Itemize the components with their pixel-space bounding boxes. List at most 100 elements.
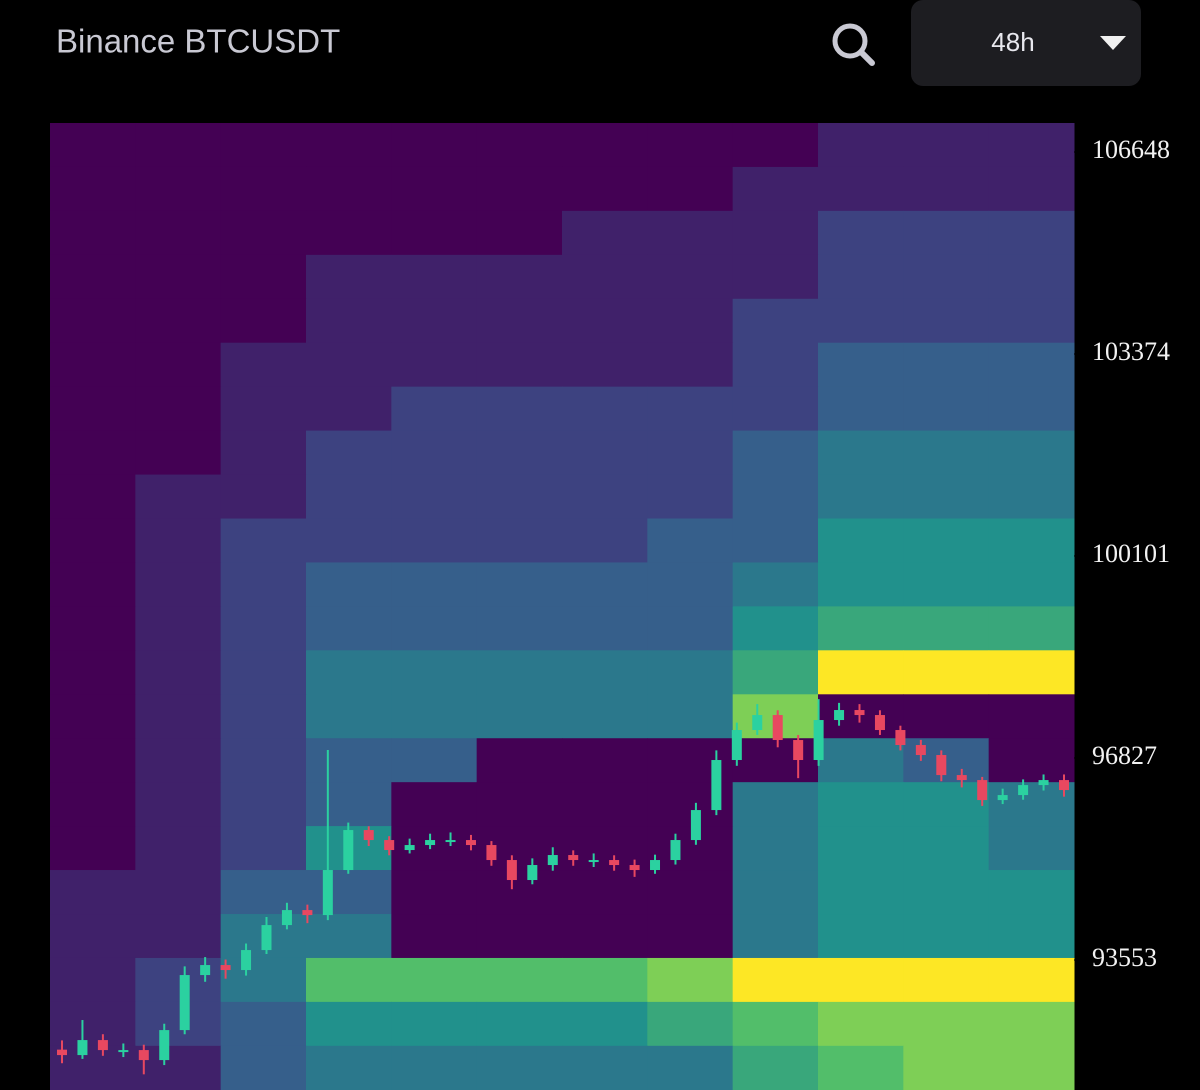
candle-body xyxy=(854,710,865,716)
heat-cell xyxy=(903,474,990,520)
y-tick-label: 96827 xyxy=(1092,741,1157,770)
heat-cell xyxy=(50,870,136,915)
heat-cell xyxy=(391,430,478,476)
heat-cell xyxy=(903,1045,990,1090)
heat-cell xyxy=(50,782,136,827)
heat-cell xyxy=(220,166,307,212)
heat-cell xyxy=(732,826,819,871)
heat-cell xyxy=(647,474,734,520)
heat-cell xyxy=(306,123,392,168)
heat-cell xyxy=(476,1001,563,1047)
heat-cell xyxy=(220,210,307,256)
heat-cell xyxy=(732,782,819,827)
heat-cell xyxy=(135,474,222,520)
heat-cell xyxy=(391,254,478,300)
heat-cell xyxy=(647,254,734,300)
heat-cell xyxy=(732,166,819,212)
heat-cell xyxy=(732,914,819,959)
heat-cell xyxy=(50,826,136,871)
heat-cell xyxy=(476,210,563,256)
heat-cell xyxy=(562,1045,648,1090)
heat-cell xyxy=(135,562,222,607)
heat-cell xyxy=(220,694,307,739)
heat-cell xyxy=(50,298,136,344)
candle-body xyxy=(363,830,374,841)
heat-cell xyxy=(476,738,563,783)
heat-cell xyxy=(476,430,563,476)
heat-cell xyxy=(562,870,648,915)
heat-cell xyxy=(988,298,1075,344)
heat-cell xyxy=(391,386,478,432)
heat-cell xyxy=(732,474,819,520)
candle-body xyxy=(200,965,211,976)
heat-cell xyxy=(220,386,307,432)
heat-cell xyxy=(50,123,136,168)
heat-cell xyxy=(732,298,819,344)
heat-cell xyxy=(50,738,136,783)
heat-cell xyxy=(476,606,563,651)
heat-cell xyxy=(220,650,307,695)
candle-body xyxy=(77,1040,88,1056)
heat-cell xyxy=(647,430,734,476)
heat-cell xyxy=(135,1045,222,1090)
heat-cell xyxy=(306,957,392,1003)
candle-body xyxy=(302,910,313,916)
heat-cell xyxy=(903,870,990,915)
heat-cell xyxy=(903,694,990,739)
heat-cell xyxy=(306,474,392,520)
heat-cell xyxy=(391,518,478,563)
heat-cell xyxy=(903,386,990,432)
candle-body xyxy=(281,910,292,926)
heat-cell xyxy=(988,914,1075,959)
heat-cell xyxy=(988,210,1075,256)
heat-cell xyxy=(50,562,136,607)
heat-cell xyxy=(647,210,734,256)
search-button[interactable] xyxy=(832,23,875,66)
heat-cell xyxy=(50,166,136,212)
heat-cell xyxy=(476,957,563,1003)
heat-cell xyxy=(818,474,904,520)
heat-cell xyxy=(647,166,734,212)
heat-cell xyxy=(135,342,222,388)
heat-cell xyxy=(391,957,478,1003)
heat-cell xyxy=(50,342,136,388)
heat-cell xyxy=(818,210,904,256)
heat-cell xyxy=(306,342,392,388)
heat-cell xyxy=(391,914,478,959)
heat-cell xyxy=(306,166,392,212)
heat-cell xyxy=(50,694,136,739)
heat-cell xyxy=(476,562,563,607)
heat-cell xyxy=(391,342,478,388)
heat-cell xyxy=(818,430,904,476)
candle-body xyxy=(1059,780,1069,791)
timeframe-dropdown[interactable]: 48h xyxy=(911,0,1141,86)
heat-cell xyxy=(135,826,222,871)
heat-cell xyxy=(988,694,1075,739)
heat-cell xyxy=(732,342,819,388)
heat-cell xyxy=(391,870,478,915)
heat-cell xyxy=(135,518,222,563)
heat-cell xyxy=(818,562,904,607)
heat-cell xyxy=(732,430,819,476)
candle-body xyxy=(874,715,885,731)
candle-body xyxy=(568,855,579,861)
heat-cell xyxy=(50,650,136,695)
heat-cell xyxy=(903,914,990,959)
heat-cell xyxy=(732,386,819,432)
heat-cell xyxy=(135,606,222,651)
heat-cell xyxy=(988,474,1075,520)
heat-cell xyxy=(306,1001,392,1047)
heat-cell xyxy=(220,254,307,300)
heat-cell xyxy=(818,826,904,871)
heat-cell xyxy=(818,166,904,212)
heat-cell xyxy=(135,957,222,1003)
heat-cell xyxy=(562,254,648,300)
heat-cell xyxy=(50,474,136,520)
heat-cell xyxy=(476,870,563,915)
heat-cell xyxy=(562,606,648,651)
y-tick-label: 106648 xyxy=(1092,135,1170,164)
heat-cell xyxy=(391,1001,478,1047)
heat-cell xyxy=(988,518,1075,563)
heat-cell xyxy=(476,123,563,168)
